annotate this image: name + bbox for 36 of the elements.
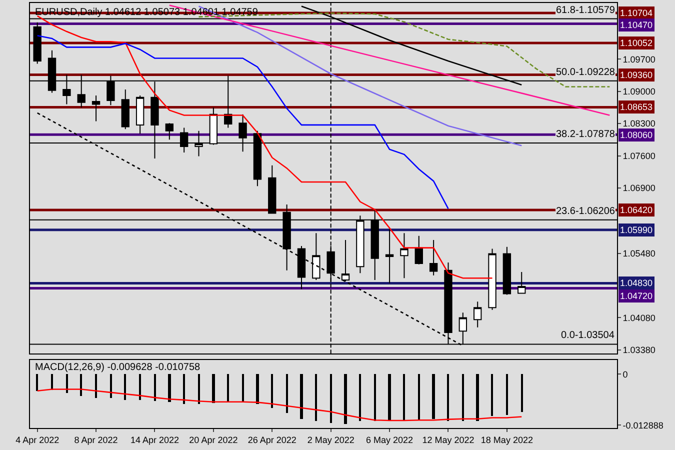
ref-line-label: 1.09360 <box>620 70 653 80</box>
y-tick-label: 1.03380 <box>622 345 656 356</box>
annotation: 38.2-1.07878 <box>556 129 616 140</box>
ref-line-label: 1.04720 <box>620 291 653 301</box>
x-tick-label: 26 Apr 2022 <box>248 434 296 445</box>
y-tick-label: 1.09000 <box>622 86 656 96</box>
y-tick-label: 1.04080 <box>622 312 656 323</box>
y-tick-label: 1.05480 <box>622 248 656 258</box>
ref-line-label: 1.04830 <box>620 278 653 288</box>
y-tick-label: 1.06900 <box>622 183 656 194</box>
x-tick-label: 4 Apr 2022 <box>16 434 60 445</box>
annotation: 50.0-1.09228 <box>556 67 616 78</box>
y-tick-label: 1.07600 <box>622 150 656 161</box>
ref-line-label: 1.10052 <box>620 38 653 48</box>
ref-line-label: 1.08060 <box>620 130 653 140</box>
chart-title: MACD(12,26,9) -0.009628 -0.010758 <box>35 362 201 373</box>
x-tick-label: 8 Apr 2022 <box>74 434 118 445</box>
x-tick-label: 12 May 2022 <box>422 434 474 445</box>
ref-line-label: 1.10704 <box>620 8 653 18</box>
ref-line-label: 1.10470 <box>620 20 653 30</box>
ref-line-label: 1.05990 <box>620 225 653 235</box>
annotation: 61.8-1.10579 <box>556 5 616 16</box>
x-tick-label: 20 Apr 2022 <box>189 434 238 445</box>
ref-line-label: 1.06420 <box>620 205 653 215</box>
x-tick-label: 14 Apr 2022 <box>130 434 180 445</box>
x-tick-label: 6 May 2022 <box>366 434 414 445</box>
y-tick-label: 1.08300 <box>622 118 656 129</box>
y-tick-label: -0.012888 <box>622 420 664 430</box>
chart-title: EURUSD,Daily 1.04612 1.05073 1.04601 1.04759 <box>35 7 258 18</box>
y-tick-label: 1.09700 <box>622 54 656 64</box>
x-tick-label: 18 May 2022 <box>480 434 533 445</box>
x-tick-label: 2 May 2022 <box>307 434 354 445</box>
annotation: 23.6-1.06206 <box>556 206 616 217</box>
ref-line-label: 1.08653 <box>620 102 653 112</box>
y-tick-label: 0 <box>622 369 628 380</box>
annotation: 0.0-1.03504 <box>561 330 615 341</box>
